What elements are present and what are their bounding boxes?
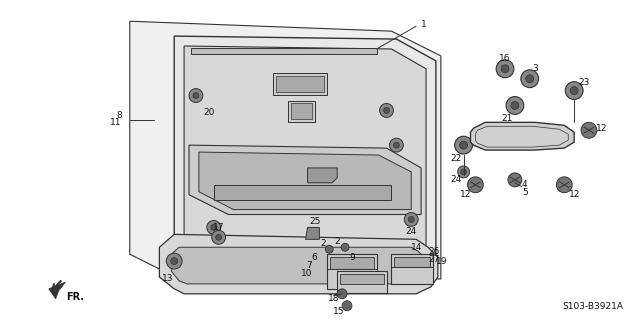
- Circle shape: [380, 103, 394, 117]
- Text: 23: 23: [579, 78, 589, 87]
- Polygon shape: [305, 227, 319, 239]
- Circle shape: [511, 101, 519, 109]
- Circle shape: [467, 177, 483, 193]
- Text: 9: 9: [349, 253, 355, 262]
- Circle shape: [325, 245, 333, 253]
- Text: 4: 4: [522, 180, 527, 189]
- Circle shape: [461, 169, 467, 175]
- Text: 25: 25: [310, 217, 321, 226]
- Text: 24: 24: [406, 227, 417, 236]
- Text: 7: 7: [307, 261, 312, 270]
- Circle shape: [496, 60, 514, 78]
- Circle shape: [458, 166, 470, 178]
- Bar: [327, 254, 377, 289]
- Text: 3: 3: [532, 64, 538, 73]
- Text: 11: 11: [110, 118, 122, 127]
- Circle shape: [556, 177, 572, 193]
- Bar: [340, 274, 383, 284]
- Circle shape: [193, 93, 199, 99]
- Text: 1: 1: [421, 20, 427, 29]
- Circle shape: [581, 122, 597, 138]
- Circle shape: [526, 75, 534, 83]
- Text: 14: 14: [410, 243, 422, 252]
- Text: 10: 10: [301, 269, 312, 278]
- Circle shape: [508, 173, 522, 187]
- Circle shape: [383, 108, 390, 114]
- Circle shape: [404, 212, 418, 226]
- Polygon shape: [172, 247, 426, 284]
- Circle shape: [212, 230, 225, 244]
- Circle shape: [460, 141, 467, 149]
- Text: 15: 15: [333, 307, 345, 316]
- Bar: [276, 76, 324, 92]
- Circle shape: [521, 70, 539, 88]
- Text: 26: 26: [428, 247, 440, 256]
- Bar: [273, 73, 327, 94]
- Circle shape: [570, 87, 578, 94]
- Circle shape: [207, 220, 221, 234]
- Text: 12: 12: [460, 190, 471, 199]
- Circle shape: [211, 225, 217, 230]
- Text: 5: 5: [522, 188, 527, 197]
- Circle shape: [189, 89, 203, 102]
- Bar: [394, 257, 430, 267]
- Polygon shape: [199, 152, 412, 210]
- Circle shape: [337, 289, 347, 299]
- Text: 16: 16: [499, 54, 511, 63]
- Circle shape: [216, 234, 221, 240]
- Circle shape: [394, 142, 399, 148]
- Circle shape: [390, 138, 403, 152]
- Polygon shape: [191, 48, 377, 54]
- Text: 6: 6: [312, 253, 317, 262]
- Text: 18: 18: [328, 294, 340, 303]
- Bar: [392, 254, 433, 284]
- Bar: [337, 271, 387, 293]
- Text: 20: 20: [203, 108, 214, 117]
- Bar: [288, 100, 316, 122]
- Polygon shape: [214, 185, 392, 200]
- Text: 12: 12: [568, 190, 580, 199]
- Circle shape: [342, 301, 352, 311]
- Bar: [330, 257, 374, 269]
- Circle shape: [501, 65, 509, 73]
- Text: 27: 27: [428, 255, 440, 263]
- Circle shape: [506, 97, 524, 115]
- Circle shape: [166, 253, 182, 269]
- Text: S103-B3921A: S103-B3921A: [563, 302, 623, 311]
- Text: 24: 24: [450, 175, 461, 184]
- Polygon shape: [130, 21, 441, 279]
- Text: FR.: FR.: [67, 292, 84, 302]
- Polygon shape: [184, 46, 426, 267]
- Text: 19: 19: [436, 256, 447, 266]
- Circle shape: [454, 136, 472, 154]
- Circle shape: [341, 243, 349, 251]
- Polygon shape: [174, 36, 436, 277]
- Text: 12: 12: [596, 124, 607, 133]
- Circle shape: [565, 82, 583, 100]
- Text: 8: 8: [116, 111, 122, 120]
- Text: 2: 2: [321, 239, 326, 248]
- Text: 21: 21: [501, 114, 513, 123]
- Polygon shape: [159, 234, 438, 294]
- Text: 13: 13: [161, 274, 173, 284]
- Text: 2: 2: [334, 237, 340, 246]
- Polygon shape: [189, 145, 421, 214]
- Polygon shape: [470, 122, 574, 150]
- Text: 17: 17: [213, 223, 225, 232]
- Text: 22: 22: [450, 153, 461, 162]
- Bar: [291, 103, 312, 119]
- Polygon shape: [308, 168, 337, 183]
- Circle shape: [408, 217, 414, 222]
- Polygon shape: [49, 282, 65, 299]
- Circle shape: [171, 258, 178, 264]
